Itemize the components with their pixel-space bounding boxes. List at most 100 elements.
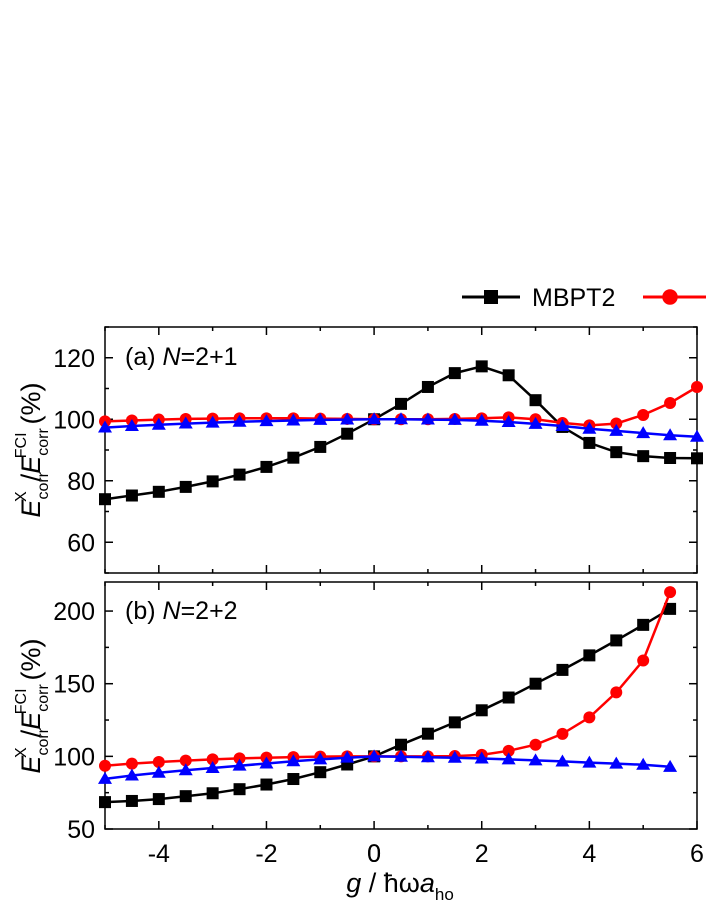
data-point-triangle (528, 753, 543, 766)
data-point-triangle (447, 750, 462, 763)
data-point-circle (179, 754, 192, 767)
panel-a-label: (a) N=2+1 (125, 343, 238, 371)
legend-marker-mbpt2 (484, 290, 498, 304)
data-point-square (152, 485, 165, 498)
legend-marker-red (662, 289, 678, 305)
data-point-triangle (582, 755, 597, 768)
data-point-square (583, 649, 596, 662)
data-point-triangle (394, 412, 408, 425)
x-tick-labels: -4 -2 00 2 4 6 (148, 840, 704, 868)
data-point-square (125, 794, 138, 807)
data-point-circle (556, 727, 569, 740)
data-point-square (448, 367, 461, 380)
data-point-square (287, 451, 300, 464)
svg-text:EcorrX/EcorrFCI(%): EcorrX/EcorrFCI(%) (13, 638, 52, 773)
data-point-square (475, 360, 488, 373)
data-point-triangle (367, 412, 382, 425)
data-point-triangle (232, 414, 247, 427)
data-point-square (610, 446, 623, 459)
data-point-circle (529, 738, 542, 751)
data-point-square (637, 618, 650, 631)
data-point-triangle (474, 751, 489, 764)
panel-b-frame (104, 581, 698, 830)
data-point-triangle (394, 749, 408, 762)
data-point-triangle (98, 771, 112, 784)
data-point-triangle (663, 759, 678, 772)
y-tick-label: 80 (67, 468, 95, 496)
data-point-circle (664, 586, 677, 599)
data-point-circle (664, 396, 677, 409)
data-point-square (502, 691, 515, 704)
data-point-triangle (609, 756, 624, 769)
data-point-square (395, 738, 407, 751)
y-tick-label: 150 (53, 671, 95, 699)
data-point-circle (206, 753, 219, 766)
data-point-square (341, 427, 354, 440)
data-point-triangle (205, 415, 220, 428)
x-tick-label: -2 (255, 840, 277, 868)
data-point-square (664, 602, 677, 615)
data-point-circle (610, 417, 623, 430)
data-point-square (637, 450, 650, 463)
data-point-triangle (474, 413, 489, 426)
legend: MBPT2 (462, 284, 706, 312)
data-point-triangle (420, 412, 435, 425)
data-point-square (233, 468, 246, 481)
data-point-square (691, 452, 703, 465)
panel-a-series (98, 360, 704, 506)
data-point-triangle (286, 754, 301, 767)
panel-b-label: (b) N=2+2 (125, 597, 238, 625)
data-point-square (529, 677, 542, 690)
data-point-square (99, 796, 111, 809)
data-point-triangle (205, 760, 220, 773)
data-point-triangle (286, 413, 301, 426)
data-point-triangle (313, 412, 328, 425)
x-tick-label: 2 (475, 840, 489, 868)
data-point-triangle (609, 423, 624, 436)
data-point-circle (610, 686, 623, 699)
data-point-triangle (582, 421, 597, 434)
panel-b-ticks: 50 100 150 200 (53, 582, 698, 844)
y-tick-label: 200 (53, 598, 95, 626)
data-point-circle (637, 408, 650, 421)
data-point-triangle (636, 426, 651, 439)
data-point-triangle (367, 749, 382, 762)
data-point-triangle (690, 429, 704, 442)
data-point-square (206, 787, 219, 800)
data-point-circle (691, 380, 703, 393)
data-point-square (152, 793, 165, 806)
x-tick-label: 4 (582, 840, 596, 868)
data-point-circle (637, 654, 650, 667)
x-tick-label: 6 (690, 840, 704, 868)
data-point-triangle (124, 768, 139, 781)
x-tick-label: -4 (148, 840, 170, 868)
data-point-square (583, 436, 596, 449)
data-point-square (314, 766, 327, 779)
data-point-circle (502, 744, 515, 757)
y-tick-label: 100 (53, 406, 95, 434)
data-point-square (664, 451, 677, 464)
y-axis-label-a: EcorrX/EcorrFCI(%) (13, 382, 52, 517)
y-tick-label: 50 (67, 816, 95, 844)
data-point-triangle (555, 754, 570, 767)
series-line-triangle (104, 755, 671, 781)
data-point-triangle (555, 419, 570, 432)
data-point-triangle (259, 756, 274, 769)
data-point-square (125, 489, 138, 502)
data-point-square (395, 397, 407, 410)
data-point-square (260, 778, 273, 791)
data-point-triangle (528, 416, 543, 429)
data-point-triangle (501, 752, 516, 765)
data-point-triangle (313, 752, 328, 765)
data-point-square (475, 704, 488, 717)
data-point-square (610, 634, 623, 647)
data-point-square (556, 663, 569, 676)
data-point-triangle (340, 412, 355, 425)
y-tick-label: 60 (67, 529, 95, 557)
data-point-square (206, 475, 219, 488)
data-point-circle (233, 752, 246, 765)
y-axis-label-b: EcorrX/EcorrFCI(%) (13, 638, 52, 773)
data-point-circle (99, 759, 111, 772)
data-point-circle (583, 711, 596, 724)
